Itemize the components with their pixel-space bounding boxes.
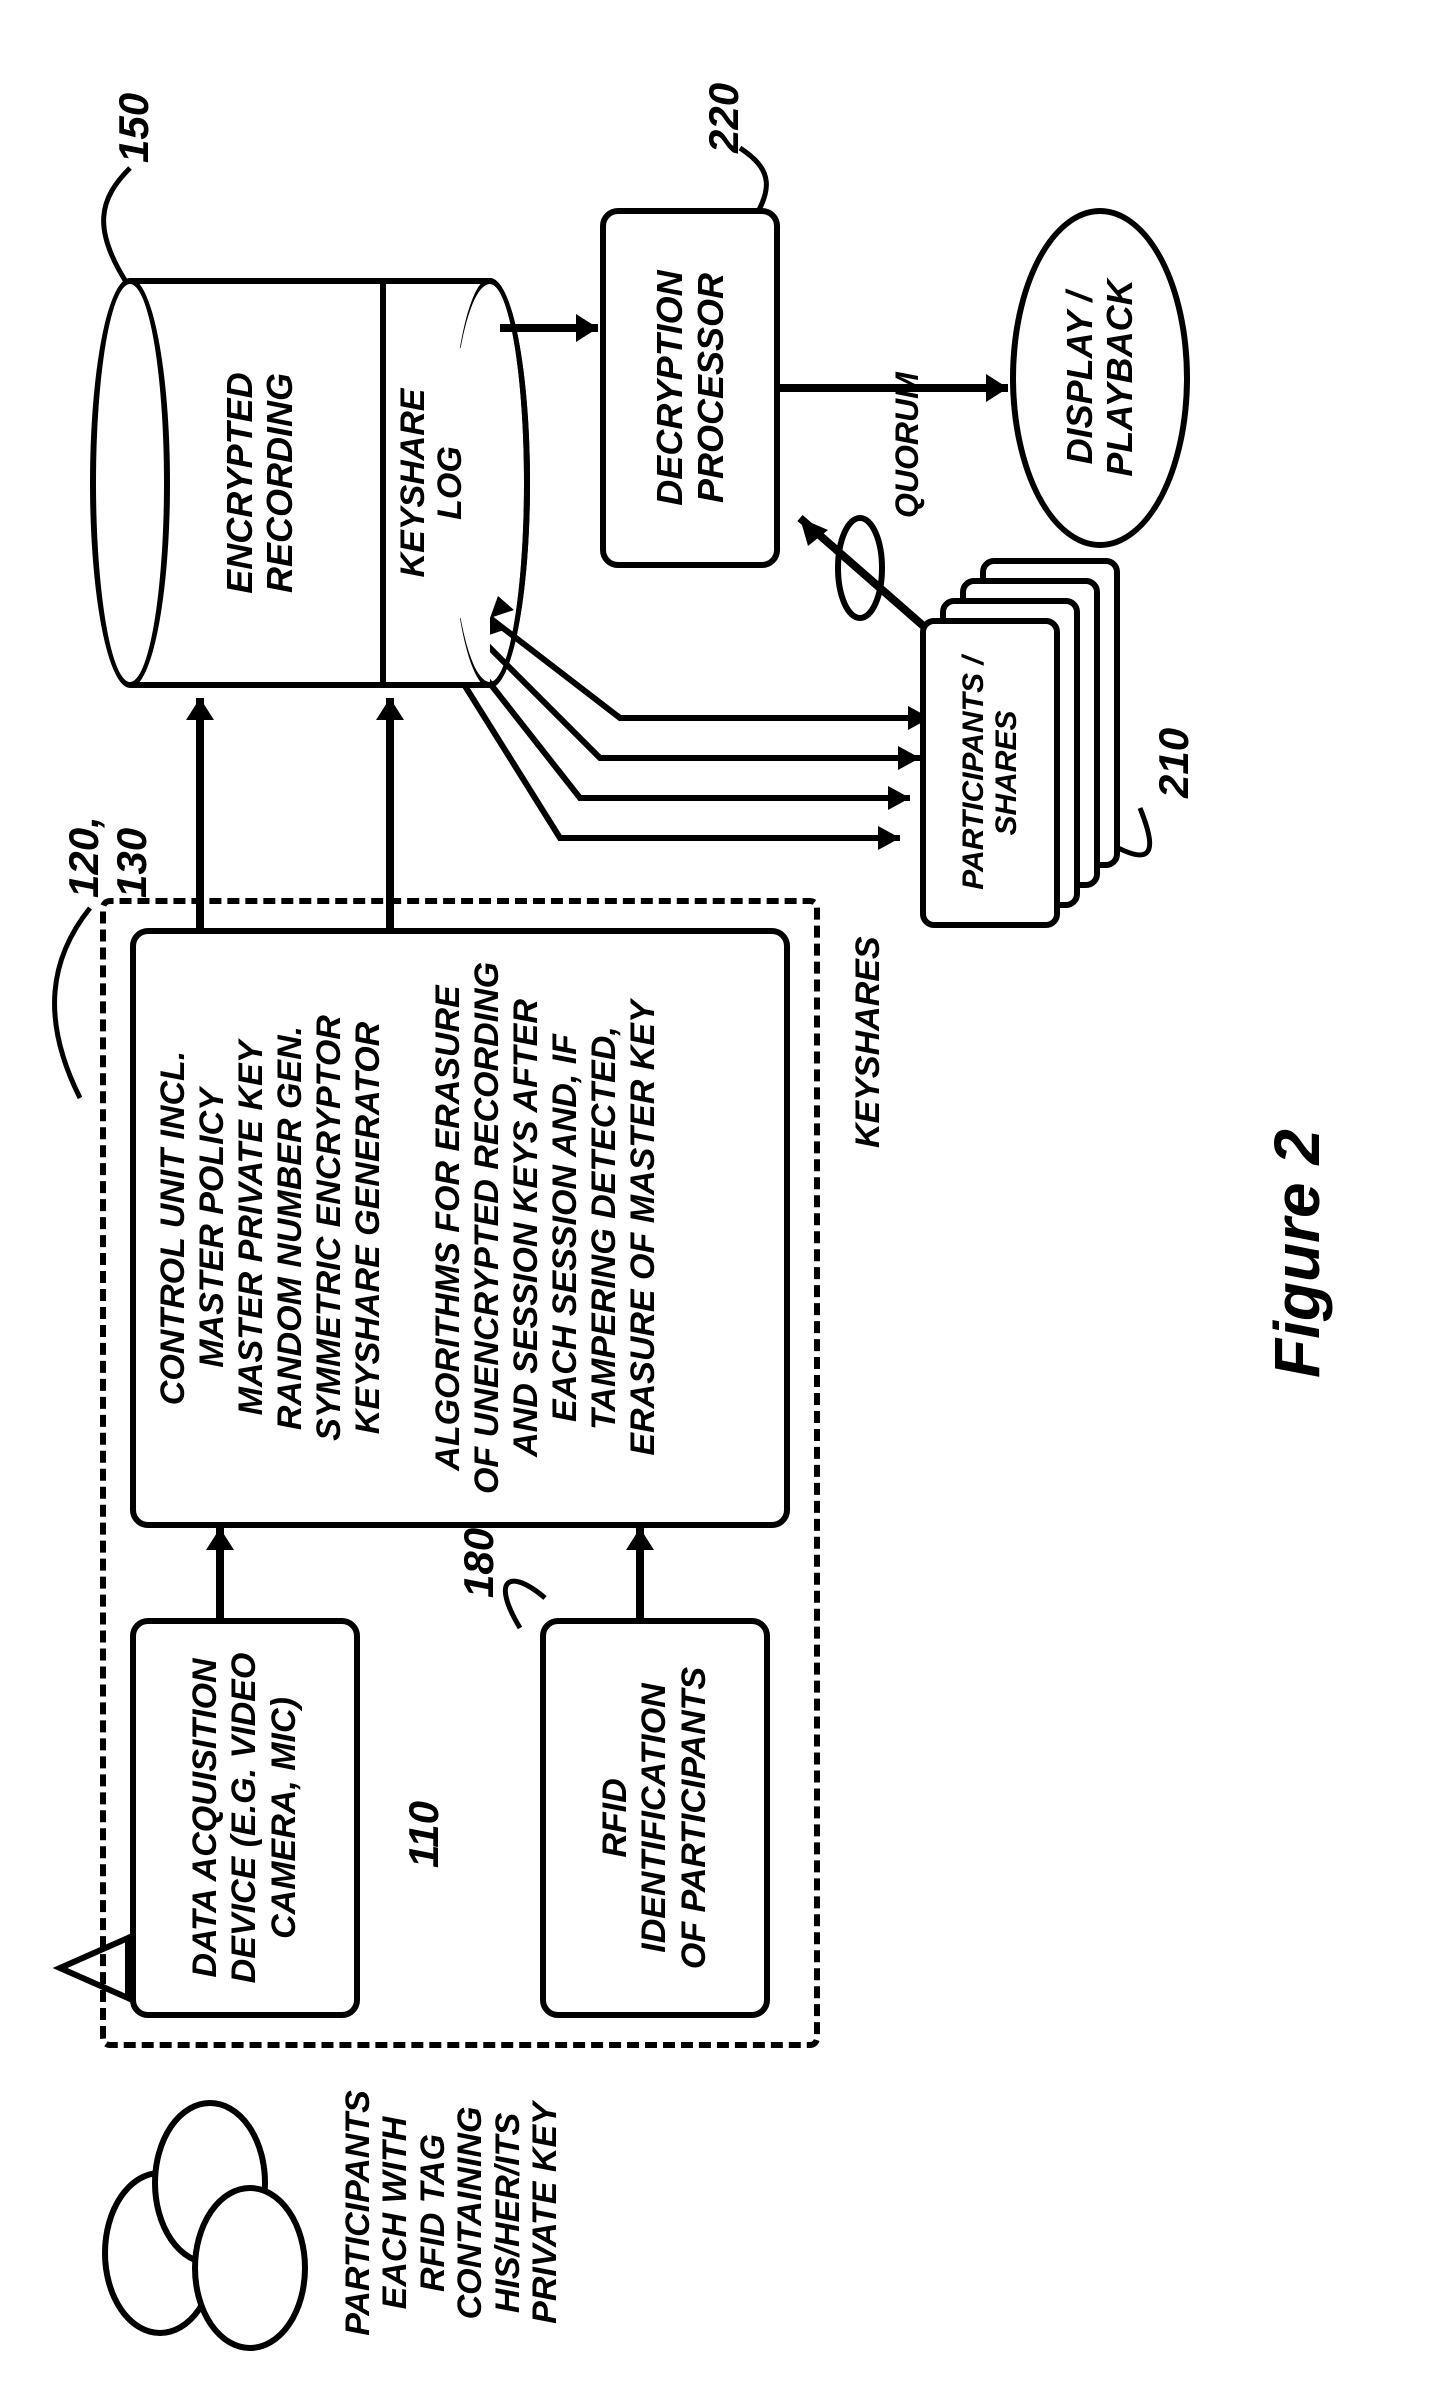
figure-caption: Figure 2 bbox=[1260, 1129, 1334, 1378]
participants-side-label: PARTICIPANTS EACH WITH RFID TAG CONTAINI… bbox=[340, 2068, 564, 2358]
ref-180: 180 bbox=[455, 1528, 503, 1598]
control-unit-top-text: CONTROL UNIT INCL. MASTER POLICY MASTER … bbox=[154, 1015, 389, 1441]
ref-120-130: 120, 130 bbox=[60, 816, 156, 898]
ref-220: 220 bbox=[700, 83, 748, 153]
keyshares-label: KEYSHARES bbox=[850, 936, 887, 1148]
ref-110: 110 bbox=[400, 1801, 448, 1868]
storage-cylinder: ENCRYPTED RECORDING KEYSHARE LOG bbox=[90, 278, 490, 688]
control-unit-bottom-text: ALGORITHMS FOR ERASURE OF UNENCRYPTED RE… bbox=[429, 962, 664, 1494]
participants-card-1: PARTICIPANTS / SHARES bbox=[920, 618, 1060, 928]
ref-210: 210 bbox=[1150, 728, 1198, 798]
quorum-label: QUORUM bbox=[890, 372, 925, 518]
rfid-identification-text: RFID IDENTIFICATION OF PARTICIPANTS bbox=[596, 1667, 713, 1969]
decryption-processor-box: DECRYPTION PROCESSOR bbox=[600, 208, 780, 568]
data-acquisition-box: DATA ACQUISITION DEVICE (E.G. VIDEO CAME… bbox=[130, 1618, 360, 2018]
control-unit-box: CONTROL UNIT INCL. MASTER POLICY MASTER … bbox=[130, 928, 790, 1528]
decryption-processor-text: DECRYPTION PROCESSOR bbox=[649, 270, 732, 505]
rfid-identification-box: RFID IDENTIFICATION OF PARTICIPANTS bbox=[540, 1618, 770, 2018]
display-playback-text: DISPLAY / PLAYBACK bbox=[1060, 279, 1139, 476]
ref-150: 150 bbox=[110, 93, 158, 163]
participants-shares-text: PARTICIPANTS / SHARES bbox=[957, 656, 1023, 889]
cylinder-top-text: ENCRYPTED RECORDING bbox=[220, 278, 299, 688]
display-playback-box: DISPLAY / PLAYBACK bbox=[1010, 208, 1190, 548]
cylinder-bottom-text: KEYSHARE LOG bbox=[395, 278, 470, 688]
data-acquisition-text: DATA ACQUISITION DEVICE (E.G. VIDEO CAME… bbox=[186, 1653, 303, 1984]
